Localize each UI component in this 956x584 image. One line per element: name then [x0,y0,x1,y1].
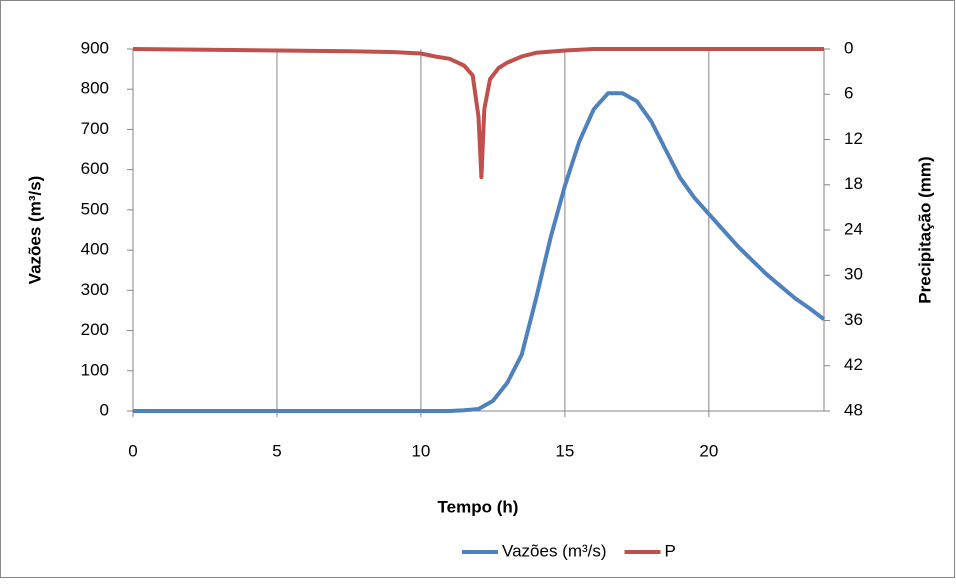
y2-tick-label: 36 [844,310,863,329]
x-tick-label: 20 [699,441,718,460]
y2-tick-label: 18 [844,174,863,193]
legend-label: P [665,541,676,560]
y-tick-label: 700 [81,119,109,138]
y2-tick-label: 48 [844,400,863,419]
y-tick-label: 800 [81,79,109,98]
y-tick-label: 0 [100,400,109,419]
y-tick-label: 900 [81,38,109,57]
y-tick-label: 200 [81,320,109,339]
x-tick-label: 5 [272,441,281,460]
y-tick-label: 500 [81,199,109,218]
x-tick-label: 10 [411,441,430,460]
x-axis-label: Tempo (h) [438,497,519,516]
series-line [132,47,824,180]
y-axis-label: Vazões (m³/s) [25,176,44,285]
y-tick-label: 400 [81,240,109,259]
x-tick-label: 0 [128,441,137,460]
y2-tick-label: 6 [844,84,853,103]
y-tick-label: 300 [81,280,109,299]
y2-axis-label: Precipitação (mm) [915,156,934,303]
y2-tick-label: 0 [844,38,853,57]
x-tick-label: 15 [555,441,574,460]
series-line [133,91,826,413]
legend-label: Vazões (m³/s) [502,541,607,560]
y2-tick-label: 30 [844,265,863,284]
y2-tick-label: 24 [844,219,863,238]
y-tick-label: 600 [81,159,109,178]
y2-tick-label: 12 [844,129,863,148]
y2-tick-label: 42 [844,355,863,374]
y-tick-label: 100 [81,360,109,379]
